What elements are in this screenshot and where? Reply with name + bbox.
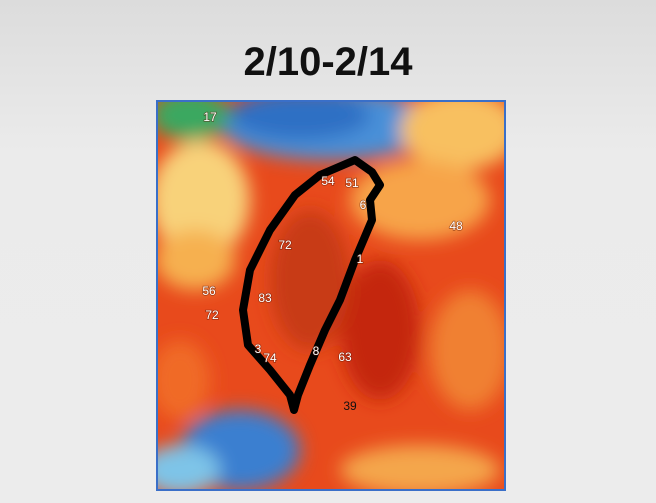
map-value-label: 72 — [278, 238, 292, 252]
value-labels: 17 54 516 72 48 1 56 83 72 374 8 63 39 — [202, 109, 464, 413]
taiwan-outline — [239, 156, 384, 414]
map-value-label: 1 — [357, 252, 364, 266]
map-frame — [156, 100, 506, 491]
map-value-label: 63 — [338, 350, 352, 364]
map-value-label: 72 — [205, 308, 219, 322]
map-value-label: 51 — [345, 176, 359, 190]
map-value-label: 83 — [258, 291, 272, 305]
map-value-label: 6 — [360, 198, 367, 212]
map-value-label: 3 — [255, 342, 262, 356]
page-title: 2/10-2/14 — [243, 40, 413, 84]
map-value-label: 54 — [321, 174, 335, 188]
map-value-label: 39 — [343, 399, 357, 413]
map-value-label: 48 — [449, 219, 463, 233]
heat-field — [157, 101, 505, 490]
map-value-label: 56 — [202, 284, 216, 298]
map-value-label: 8 — [313, 344, 320, 358]
map-value-label: 74 — [263, 351, 277, 365]
map-value-label: 17 — [203, 110, 217, 124]
